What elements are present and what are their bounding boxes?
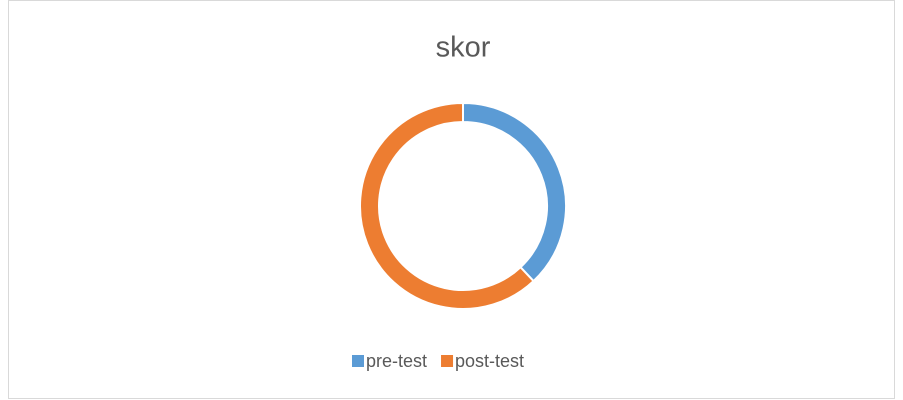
legend-label: post-test: [455, 351, 524, 371]
legend-swatch: [352, 355, 364, 367]
chart-title: skor: [436, 32, 491, 64]
chart-border: [8, 0, 895, 399]
donut-segment: [359, 101, 535, 310]
legend-label: pre-test: [366, 351, 427, 371]
legend-swatch: [441, 355, 454, 367]
